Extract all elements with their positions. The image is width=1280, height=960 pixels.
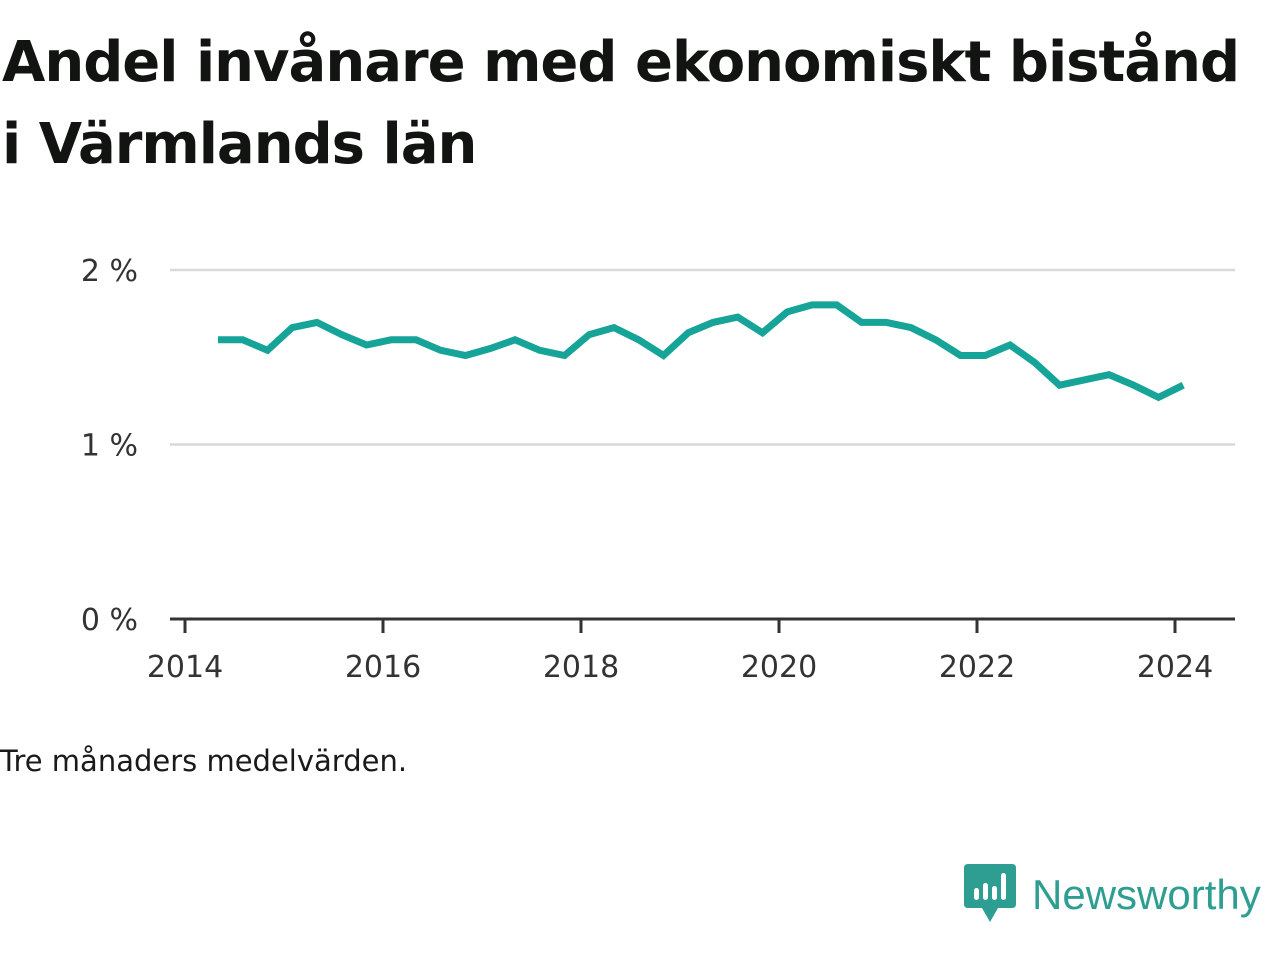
data-point [957, 352, 964, 359]
x-tick-label: 2018 [543, 650, 619, 685]
data-point [635, 336, 642, 343]
data-point [437, 347, 444, 354]
data-point [932, 336, 939, 343]
data-point [858, 319, 865, 326]
data-point [413, 336, 420, 343]
data-point [982, 352, 989, 359]
data-point [759, 329, 766, 336]
data-point [611, 324, 618, 331]
x-axis: 2014 2016 2018 2020 2022 2024 [147, 617, 1235, 685]
data-point [1130, 382, 1137, 389]
gridlines [170, 268, 1235, 446]
data-point [512, 336, 519, 343]
data-point [734, 314, 741, 321]
data-point [586, 331, 593, 338]
data-point [1106, 371, 1113, 378]
data-point [264, 347, 271, 354]
series-line [218, 301, 1185, 402]
data-point [784, 308, 791, 315]
data-point [338, 331, 345, 338]
y-axis-tick-labels: 0 % 1 % 2 % [81, 254, 138, 638]
data-point [1081, 376, 1088, 383]
data-point [1180, 382, 1187, 389]
x-tick-label: 2024 [1137, 650, 1213, 685]
data-point [1155, 394, 1162, 401]
x-tick-label: 2020 [741, 650, 817, 685]
data-point [883, 319, 890, 326]
y-tick-label: 2 % [81, 254, 138, 289]
chart-note: Tre månaders medelvärden. [0, 744, 408, 778]
x-tick-label: 2022 [939, 650, 1015, 685]
x-tick-label: 2016 [345, 650, 421, 685]
data-point [215, 336, 222, 343]
data-point [1031, 359, 1038, 366]
data-point [561, 352, 568, 359]
data-series [215, 301, 1187, 402]
data-point [1056, 382, 1063, 389]
data-point [462, 352, 469, 359]
data-point [685, 329, 692, 336]
newsworthy-logo-icon [964, 864, 1016, 922]
data-point [487, 345, 494, 352]
data-point [710, 319, 717, 326]
data-point [908, 324, 915, 331]
data-point [809, 301, 816, 308]
chart-title: Andel invånare med ekonomiskt bistånd i … [2, 30, 1240, 177]
data-point [388, 336, 395, 343]
data-point [536, 347, 543, 354]
data-point [239, 336, 246, 343]
y-tick-label: 0 % [81, 603, 138, 638]
x-tick-label: 2014 [147, 650, 223, 685]
line-chart: 0 % 1 % 2 % 2014 2016 2018 2020 2022 2024 [81, 254, 1235, 685]
y-tick-label: 1 % [81, 429, 138, 464]
data-point [314, 319, 321, 326]
data-point [1007, 342, 1014, 349]
data-point [660, 352, 667, 359]
data-point [289, 324, 296, 331]
data-point [833, 301, 840, 308]
brand-logo: Newsworthy [964, 864, 1261, 926]
brand-name: Newsworthy [1032, 871, 1261, 918]
data-point [363, 342, 370, 349]
